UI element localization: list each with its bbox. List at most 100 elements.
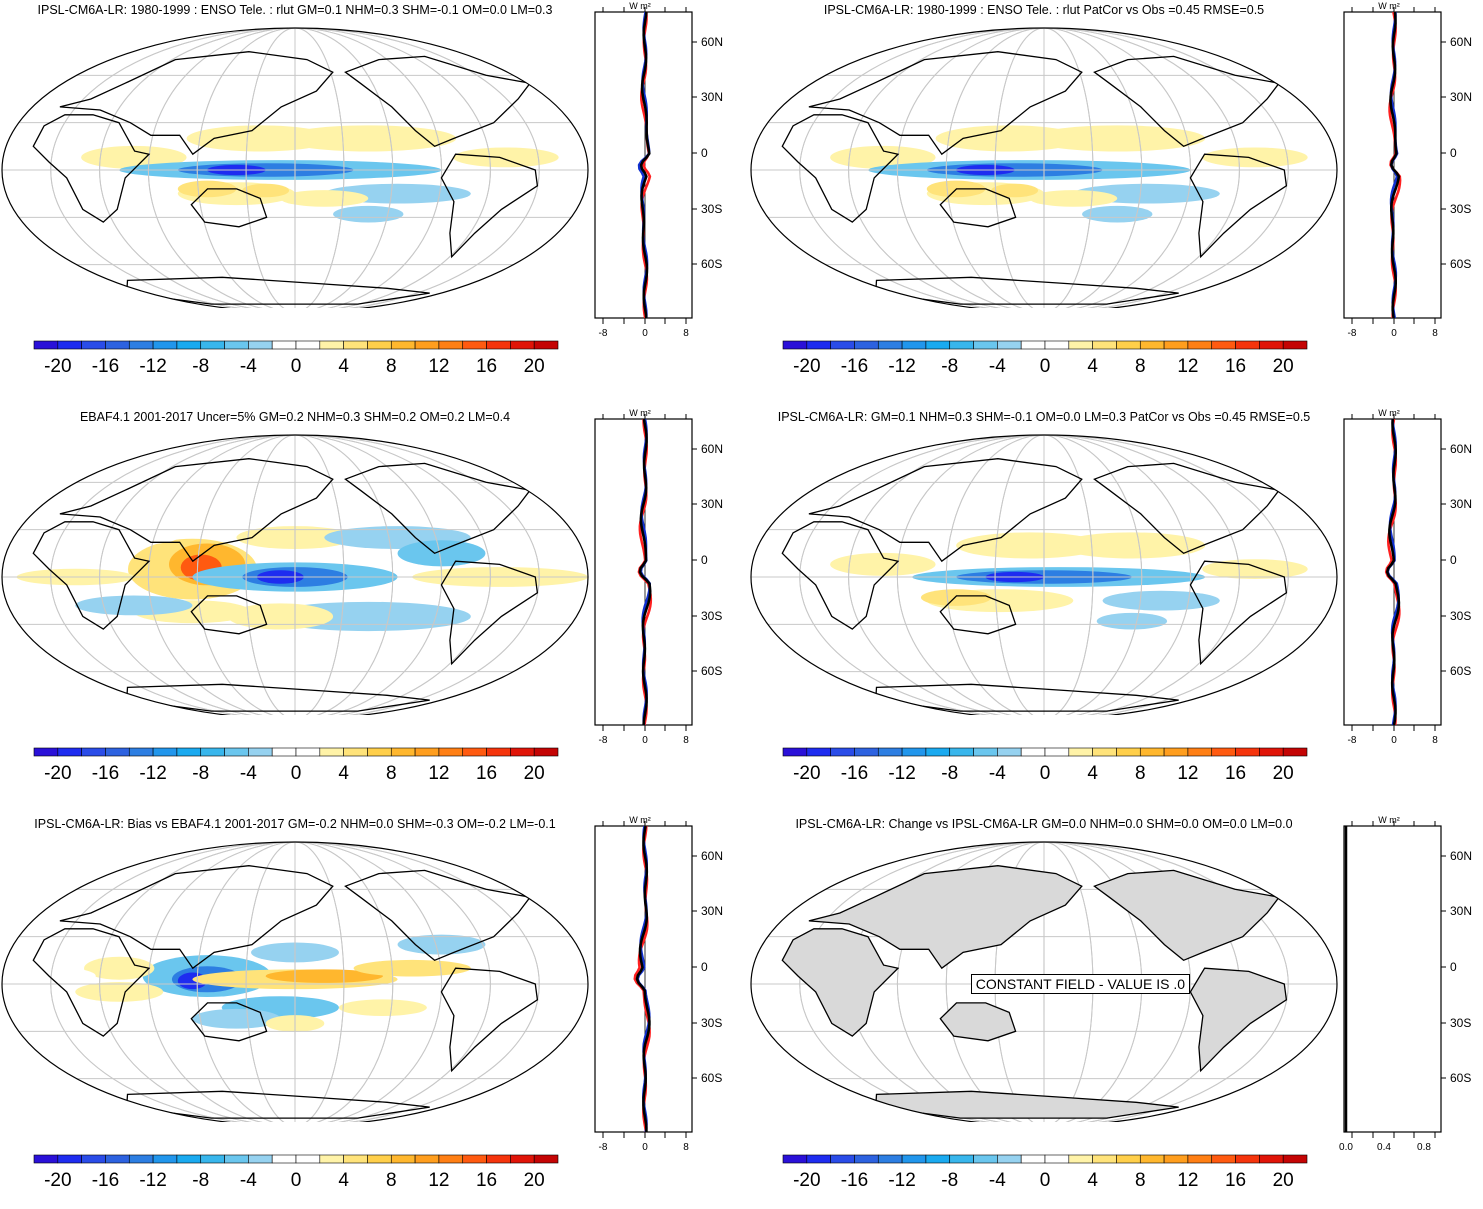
colorbar-swatch <box>1069 748 1093 756</box>
colorbar-swatch <box>1164 1155 1188 1163</box>
colorbar-swatch <box>1164 748 1188 756</box>
colorbar-swatch <box>783 748 807 756</box>
colorbar-tick-label: 16 <box>1225 763 1246 784</box>
colorbar-swatch <box>344 341 368 349</box>
latitude-label: 30S <box>1450 1016 1471 1030</box>
colorbar-swatch <box>1140 341 1164 349</box>
colorbar-tick-label: -20 <box>44 1170 71 1191</box>
colorbar-tick-label: -20 <box>44 763 71 784</box>
profile-tick-label: 8 <box>683 328 689 339</box>
latitude-label: 0 <box>1450 553 1457 567</box>
colorbar-swatch <box>487 341 511 349</box>
colorbar-tick-label: -8 <box>941 1170 958 1191</box>
colorbar-swatch <box>129 748 153 756</box>
colorbar-tick-label: 4 <box>338 356 349 377</box>
colorbar-tick-label: 8 <box>1135 763 1146 784</box>
latitude-label: 60S <box>1450 257 1471 271</box>
colorbar-swatch <box>854 748 878 756</box>
colorbar-swatch <box>807 748 831 756</box>
colorbar-swatch <box>510 341 534 349</box>
colorbar-swatch <box>82 748 106 756</box>
colorbar-tick-label: 8 <box>386 1170 397 1191</box>
colorbar-tick-label: -20 <box>793 1170 820 1191</box>
colorbar-swatch <box>926 341 950 349</box>
colorbar-tick-label: -4 <box>240 763 257 784</box>
colorbar-swatch <box>391 341 415 349</box>
colorbar-tick-label: 20 <box>524 1170 545 1191</box>
colorbar-tick-label: 12 <box>1177 356 1198 377</box>
colorbar-tick-label: 0 <box>1040 356 1051 377</box>
anomaly-region <box>1097 613 1167 630</box>
colorbar-tick-label: 12 <box>428 763 449 784</box>
panel-title: IPSL-CM6A-LR: 1980-1999 : ENSO Tele. : r… <box>0 3 590 17</box>
colorbar-swatch <box>1236 748 1260 756</box>
colorbar-swatch <box>344 1155 368 1163</box>
colorbar-tick-label: 4 <box>1087 763 1098 784</box>
colorbar-swatch <box>82 341 106 349</box>
map <box>0 425 592 715</box>
colorbar-tick-label: -12 <box>888 1170 915 1191</box>
anomaly-region <box>1029 190 1117 207</box>
colorbar-swatch <box>997 1155 1021 1163</box>
colorbar-tick-label: -20 <box>793 763 820 784</box>
profile-tick-label: 0.4 <box>1377 1142 1391 1153</box>
colorbar-tick-label: 20 <box>1273 356 1294 377</box>
colorbar-swatch <box>1116 1155 1140 1163</box>
colorbar-swatch <box>974 748 998 756</box>
colorbar-tick-label: 4 <box>338 1170 349 1191</box>
latitude-label: 30S <box>701 609 722 623</box>
colorbar-swatch <box>34 748 58 756</box>
colorbar-swatch <box>1140 748 1164 756</box>
colorbar-swatch <box>463 341 487 349</box>
colorbar-swatch <box>248 1155 272 1163</box>
panel-title: IPSL-CM6A-LR: Bias vs EBAF4.1 2001-2017 … <box>0 817 590 831</box>
colorbar-swatch <box>878 341 902 349</box>
latitude-label: 60N <box>701 849 723 863</box>
colorbar-swatch <box>487 748 511 756</box>
anomaly-region <box>280 125 456 151</box>
colorbar-swatch <box>807 341 831 349</box>
colorbar-tick-label: 16 <box>476 763 497 784</box>
colorbar-tick-label: -8 <box>192 356 209 377</box>
colorbar-swatch <box>415 1155 439 1163</box>
colorbar-swatch <box>1093 341 1117 349</box>
colorbar-swatch <box>1188 341 1212 349</box>
latitude-label: 60S <box>701 257 722 271</box>
anomaly-region <box>1082 206 1152 223</box>
colorbar-tick-label: -16 <box>92 356 119 377</box>
colorbar-swatch <box>783 1155 807 1163</box>
profile-tick-label: -8 <box>1348 735 1357 746</box>
colorbar-tick-label: 4 <box>1087 356 1098 377</box>
anomaly-region <box>75 596 192 616</box>
colorbar-swatch <box>878 748 902 756</box>
colorbar-swatch <box>1283 748 1307 756</box>
profile-units: W m² <box>629 408 651 418</box>
profile-tick-label: 0 <box>642 735 648 746</box>
colorbar-swatch <box>463 1155 487 1163</box>
latitude-label: 30S <box>1450 202 1471 216</box>
colorbar-swatch <box>974 1155 998 1163</box>
colorbar-swatch <box>926 1155 950 1163</box>
colorbar-swatch <box>1236 341 1260 349</box>
latitude-label: 60S <box>1450 664 1471 678</box>
profile-tick-label: 0 <box>642 1142 648 1153</box>
colorbar-swatch <box>997 341 1021 349</box>
anomaly-region <box>75 982 163 1002</box>
colorbar-tick-label: 12 <box>1177 1170 1198 1191</box>
colorbar-swatch <box>153 748 177 756</box>
colorbar-tick-label: -12 <box>139 356 166 377</box>
colorbar-swatch <box>201 341 225 349</box>
colorbar-swatch <box>153 341 177 349</box>
anomaly-region <box>921 589 991 606</box>
panel-title: IPSL-CM6A-LR: 1980-1999 : ENSO Tele. : r… <box>749 3 1339 17</box>
colorbar-tick-label: 16 <box>476 1170 497 1191</box>
colorbar-tick-label: -8 <box>192 763 209 784</box>
latitude-label: 60N <box>1450 849 1472 863</box>
colorbar-swatch <box>391 748 415 756</box>
colorbar-tick-label: -20 <box>44 356 71 377</box>
colorbar-swatch <box>1021 341 1045 349</box>
